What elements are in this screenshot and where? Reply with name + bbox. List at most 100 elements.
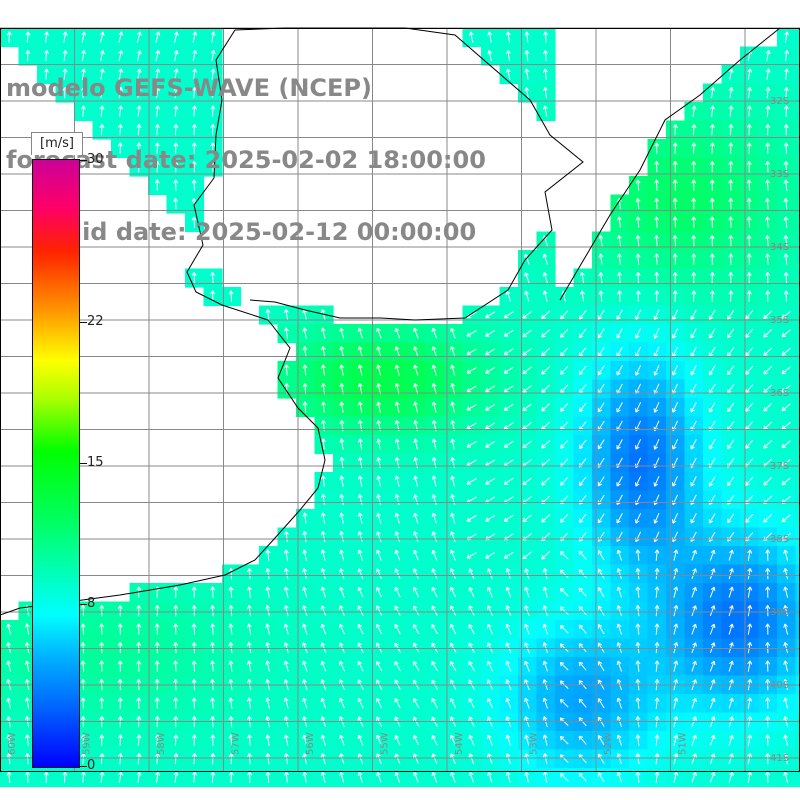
wind-arrow <box>783 179 789 191</box>
wind-arrow <box>503 311 514 319</box>
wind-arrow <box>466 440 477 448</box>
wind-arrow <box>283 734 289 746</box>
wind-arrow <box>709 124 715 136</box>
wind-arrow <box>136 771 142 783</box>
wind-arrow <box>559 624 569 634</box>
wind-arrow <box>357 586 364 598</box>
wind-arrow <box>597 550 605 561</box>
wind-arrow <box>191 623 197 635</box>
wind-arrow <box>578 310 587 320</box>
wind-cell <box>795 65 800 85</box>
wind-arrow <box>691 568 697 580</box>
wind-arrow <box>578 347 587 357</box>
wind-arrow <box>672 328 679 339</box>
wind-arrow <box>728 124 734 136</box>
wind-arrow <box>690 309 697 321</box>
wind-arrow <box>62 49 68 62</box>
wind-arrow <box>560 513 569 523</box>
wind-arrow <box>781 440 791 449</box>
wind-arrow <box>210 87 216 99</box>
wind-arrow <box>708 309 716 320</box>
wind-arrow <box>542 253 548 265</box>
wind-arrow <box>117 660 123 672</box>
wind-arrow <box>783 734 789 746</box>
wind-arrow <box>320 549 326 561</box>
wind-arrow <box>597 513 605 524</box>
wind-arrow <box>710 105 715 117</box>
wind-arrow <box>728 198 734 210</box>
lat-label: 36S <box>770 388 789 399</box>
colorbar-gradient <box>33 160 79 767</box>
wind-arrow <box>691 549 697 561</box>
wind-arrow <box>635 365 642 376</box>
wind-arrow <box>709 605 716 617</box>
wind-arrow <box>154 124 160 136</box>
wind-arrow <box>412 642 420 653</box>
lon-label: 60W <box>7 732 18 755</box>
wind-arrow <box>746 105 752 117</box>
wind-arrow <box>708 365 716 376</box>
wind-arrow <box>781 366 791 375</box>
wind-arrow <box>727 476 735 487</box>
wind-arrow <box>283 752 289 765</box>
wind-arrow <box>302 345 308 358</box>
colorbar-tick-label: 8 <box>87 596 96 612</box>
wind-arrow <box>542 660 548 672</box>
wind-arrow <box>691 586 697 598</box>
wind-arrow <box>191 142 197 154</box>
wind-arrow <box>468 734 475 746</box>
wind-arrow <box>690 328 697 339</box>
wind-arrow <box>522 329 532 338</box>
wind-arrow <box>173 642 179 654</box>
wind-arrow <box>691 290 697 302</box>
lat-label: 37S <box>770 461 789 472</box>
wind-cell <box>795 231 800 251</box>
wind-arrow <box>320 346 326 358</box>
wind-arrow <box>784 31 790 43</box>
wind-arrow <box>673 734 679 746</box>
wind-arrow <box>690 513 697 524</box>
wind-arrow <box>394 661 401 672</box>
wind-arrow <box>466 422 477 430</box>
wind-arrow <box>450 346 456 358</box>
colorbar-tick-mark <box>79 321 87 323</box>
wind-arrow <box>450 401 456 413</box>
wind-cell <box>795 472 800 492</box>
wind-arrow <box>376 512 382 524</box>
lon-label: 57W <box>231 732 242 755</box>
wind-arrow <box>228 734 234 746</box>
wind-arrow <box>763 366 773 375</box>
wind-cell <box>795 749 800 769</box>
wind-cell <box>795 83 800 103</box>
wind-arrow <box>302 364 308 376</box>
wind-arrow <box>118 31 124 43</box>
wind-arrow <box>376 401 382 413</box>
wind-arrow <box>485 348 496 356</box>
wind-arrow <box>376 438 382 450</box>
wind-arrow <box>635 198 641 210</box>
wind-arrow <box>783 161 789 173</box>
wind-arrow <box>524 642 530 654</box>
wind-arrow <box>412 697 420 709</box>
lat-label: 41S <box>770 753 789 764</box>
wind-arrow <box>339 568 345 580</box>
wind-arrow <box>783 216 789 228</box>
wind-arrow <box>412 605 420 616</box>
wind-arrow <box>450 531 456 543</box>
wind-arrow <box>376 475 382 487</box>
wind-arrow <box>136 753 142 765</box>
wind-arrow <box>154 697 160 709</box>
wind-arrow <box>708 328 716 339</box>
wind-arrow <box>357 549 363 561</box>
wind-arrow <box>339 512 345 524</box>
wind-arrow <box>450 438 456 450</box>
wind-arrow <box>765 568 771 580</box>
wind-cell <box>795 509 800 529</box>
wind-arrow <box>727 310 735 320</box>
wind-arrow <box>431 771 438 783</box>
wind-arrow <box>690 439 697 450</box>
wind-arrow <box>691 605 697 617</box>
wind-arrow <box>357 383 363 395</box>
wind-arrow <box>783 753 789 765</box>
wind-arrow <box>466 366 477 374</box>
